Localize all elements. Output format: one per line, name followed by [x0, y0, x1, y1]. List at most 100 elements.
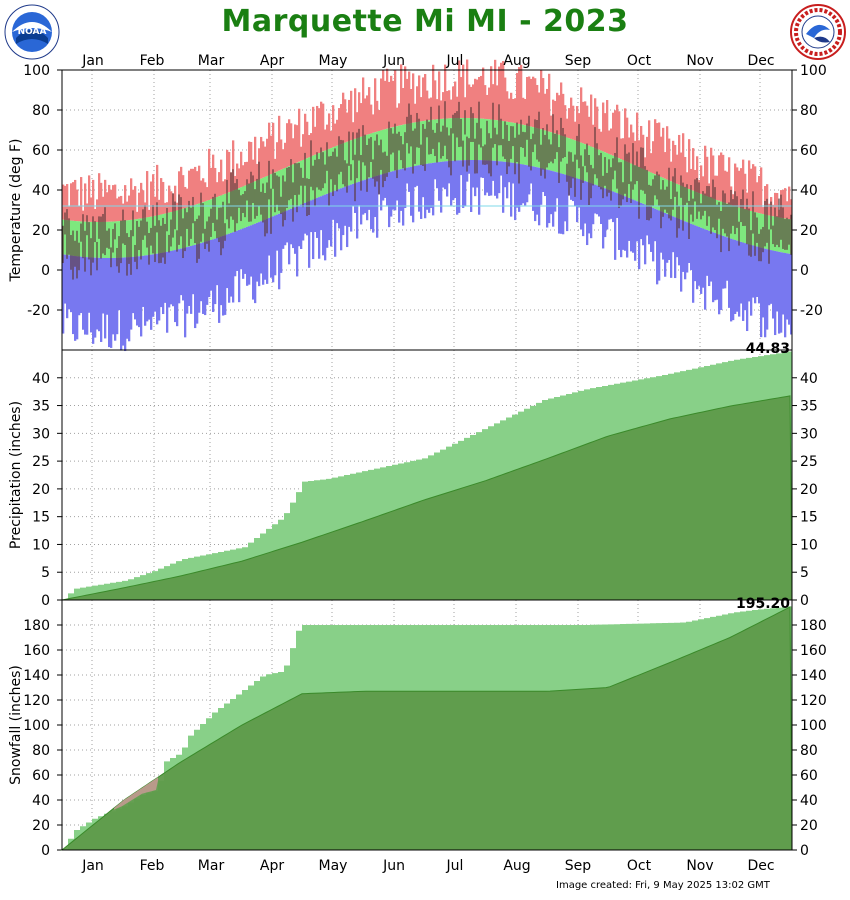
- record-high-bar: [540, 70, 543, 130]
- record-low-bar: [120, 257, 123, 351]
- record-high-bar: [318, 108, 321, 154]
- record-high-bar: [218, 172, 221, 197]
- record-low-bar: [500, 161, 503, 176]
- normal-range-bar: [166, 213, 169, 252]
- record-high-bar: [316, 105, 319, 154]
- record-low-bar: [202, 242, 205, 314]
- record-high-bar: [510, 92, 513, 123]
- record-low-bar: [476, 160, 479, 188]
- precipitation-ytick-left: 30: [32, 426, 50, 442]
- record-low-bar: [766, 249, 769, 330]
- record-low-bar: [770, 250, 773, 304]
- temperature-ytick-left: 100: [23, 63, 50, 79]
- record-high-bar: [246, 161, 249, 185]
- record-high-bar: [196, 171, 199, 205]
- record-high-bar: [616, 104, 619, 158]
- record-low-bar: [330, 192, 333, 247]
- record-low-bar: [84, 257, 87, 335]
- temperature-panel: -20 -20 0 0 20 20 40 40 60 60 80 80 100 100 Temperatur…: [8, 59, 827, 352]
- record-low-bar: [128, 257, 131, 342]
- record-high-bar: [784, 188, 787, 219]
- record-low-bar: [570, 176, 573, 200]
- record-high-bar: [208, 148, 211, 201]
- month-labels: Jan Jan Feb Feb Mar Mar Apr Apr May May Jun Jun Jul J…: [81, 53, 774, 874]
- record-low-bar: [232, 232, 235, 303]
- record-low-bar: [326, 193, 329, 248]
- month-label-bottom: Oct: [627, 858, 652, 874]
- record-high-bar: [506, 91, 509, 122]
- record-low-bar: [682, 220, 685, 272]
- record-high-bar: [378, 110, 381, 132]
- record-high-bar: [562, 93, 565, 137]
- record-low-bar: [156, 253, 159, 325]
- precipitation-ytick-left: 5: [41, 565, 50, 581]
- normal-range-bar: [636, 166, 639, 202]
- record-low-bar: [520, 164, 523, 206]
- record-high-bar: [734, 163, 737, 207]
- record-low-bar: [592, 183, 595, 225]
- record-high-bar: [710, 147, 713, 198]
- record-low-bar: [446, 161, 449, 197]
- record-low-bar: [430, 163, 433, 208]
- record-high-bar: [244, 162, 247, 186]
- record-high-bar: [68, 206, 71, 221]
- normal-range-bar: [576, 141, 579, 179]
- record-low-bar: [194, 244, 197, 329]
- record-low-bar: [768, 249, 771, 306]
- record-low-bar: [210, 239, 213, 291]
- record-high-bar: [480, 75, 483, 119]
- record-low-bar: [250, 225, 253, 277]
- record-low-bar: [492, 160, 495, 181]
- record-high-bar: [188, 170, 191, 207]
- record-high-bar: [610, 128, 613, 155]
- record-low-bar: [266, 218, 269, 284]
- record-low-bar: [298, 205, 301, 247]
- record-low-bar: [416, 165, 419, 186]
- record-low-bar: [258, 222, 261, 287]
- record-high-bar: [252, 159, 255, 183]
- record-high-bar: [762, 207, 765, 215]
- record-high-bar: [474, 78, 477, 119]
- record-high-bar: [612, 112, 615, 156]
- record-high-bar: [756, 182, 759, 213]
- record-high-bar: [70, 183, 73, 221]
- record-high-bar: [786, 201, 789, 219]
- record-low-bar: [168, 251, 171, 308]
- record-high-bar: [408, 71, 411, 124]
- record-high-bar: [570, 97, 573, 139]
- record-high-bar: [718, 155, 721, 201]
- record-high-bar: [424, 74, 427, 121]
- record-low-bar: [308, 201, 311, 268]
- record-low-bar: [774, 250, 777, 336]
- record-low-bar: [788, 253, 791, 325]
- record-high-bar: [280, 139, 283, 170]
- normal-range-bar: [64, 219, 67, 255]
- normal-range-bar: [556, 134, 559, 173]
- record-high-bar: [518, 67, 521, 124]
- temperature-ytick-right: 20: [800, 223, 818, 239]
- record-high-bar: [626, 117, 629, 162]
- record-high-bar: [664, 152, 667, 179]
- record-high-bar: [198, 165, 201, 204]
- record-high-bar: [74, 179, 77, 221]
- record-high-bar: [742, 159, 745, 209]
- record-low-bar: [624, 196, 627, 251]
- record-low-bar: [578, 179, 581, 208]
- record-high-bar: [498, 66, 501, 121]
- normal-range-bar: [678, 184, 681, 219]
- record-low-bar: [648, 206, 651, 245]
- record-low-bar: [92, 257, 95, 344]
- record-high-bar: [496, 85, 499, 121]
- record-high-bar: [168, 185, 171, 213]
- record-low-bar: [462, 160, 465, 208]
- month-label-bottom: Jan: [81, 858, 104, 874]
- record-low-bar: [474, 160, 477, 197]
- temperature-ytick-right: 80: [800, 103, 818, 119]
- record-low-bar: [130, 257, 133, 330]
- record-low-bar: [132, 256, 135, 314]
- record-high-bar: [358, 92, 361, 138]
- record-high-bar: [660, 136, 663, 177]
- record-high-bar: [544, 93, 547, 131]
- record-low-bar: [458, 160, 461, 213]
